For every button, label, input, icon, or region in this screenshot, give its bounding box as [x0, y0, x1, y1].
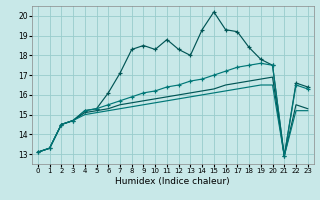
X-axis label: Humidex (Indice chaleur): Humidex (Indice chaleur)	[116, 177, 230, 186]
